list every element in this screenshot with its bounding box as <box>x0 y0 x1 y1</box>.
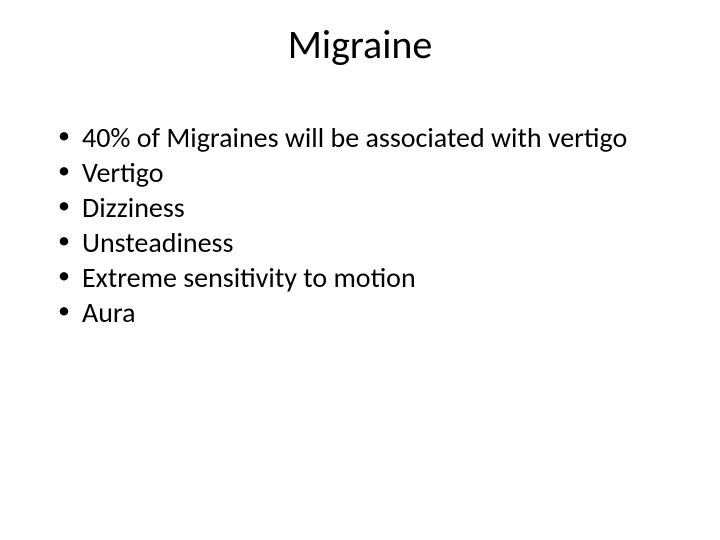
slide-body: 40% of Migraines will be associated with… <box>54 120 666 330</box>
list-item: Dizziness <box>54 190 666 225</box>
list-item: 40% of Migraines will be associated with… <box>54 120 666 155</box>
slide: Migraine 40% of Migraines will be associ… <box>0 0 720 540</box>
bullet-list: 40% of Migraines will be associated with… <box>54 120 666 330</box>
list-item: Extreme sensitivity to motion <box>54 260 666 295</box>
slide-title: Migraine <box>0 20 720 69</box>
list-item: Unsteadiness <box>54 225 666 260</box>
list-item: Vertigo <box>54 155 666 190</box>
list-item: Aura <box>54 295 666 330</box>
